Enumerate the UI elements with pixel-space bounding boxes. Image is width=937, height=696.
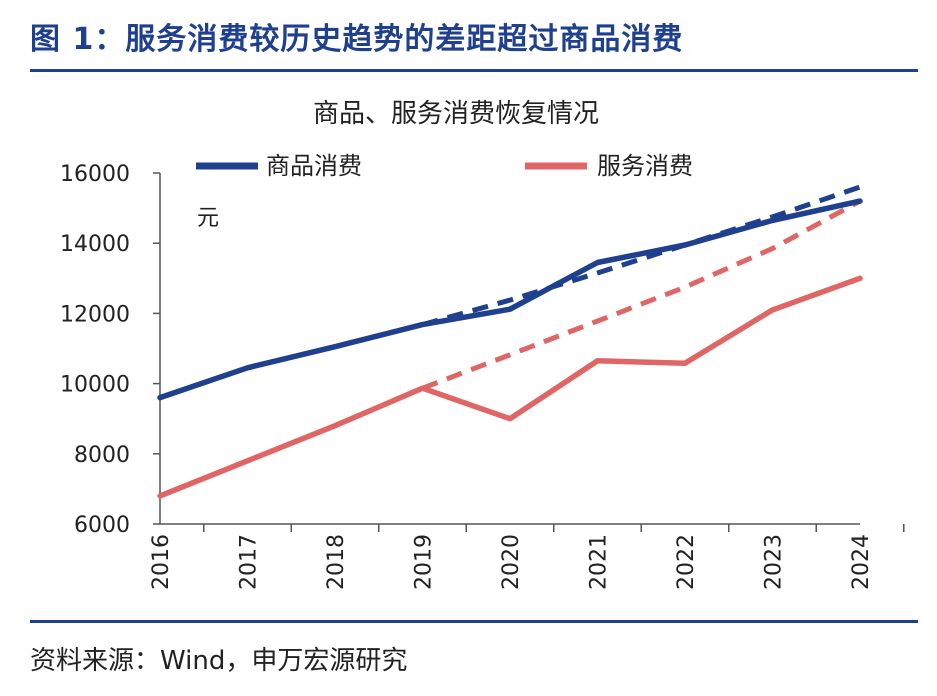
y-tick-label: 14000 (60, 232, 130, 257)
x-tick-label: 2022 (674, 534, 699, 590)
trend-lines (421, 184, 862, 391)
x-tick-label: 2023 (762, 534, 787, 590)
figure-title: 图 1：服务消费较历史趋势的差距超过商品消费 (30, 22, 684, 57)
trend-line-1 (421, 198, 862, 391)
y-tick-label: 10000 (60, 373, 130, 398)
top-rule (30, 69, 918, 72)
y-tick-label: 12000 (60, 302, 130, 327)
x-tick-label: 2017 (237, 534, 262, 590)
x-tick-label: 2018 (324, 534, 349, 590)
unit-label: 元 (197, 206, 219, 231)
x-tick-label: 2016 (149, 534, 174, 590)
legend-label-services: 服务消费 (597, 152, 693, 180)
series-line-0 (157, 198, 863, 401)
legend-label-goods: 商品消费 (266, 152, 362, 180)
y-tick-label: 6000 (74, 513, 130, 538)
bottom-rule (30, 620, 918, 623)
source-note: 资料来源：Wind，申万宏源研究 (30, 646, 408, 676)
y-tick-label: 16000 (60, 162, 130, 187)
y-tick-label: 8000 (74, 443, 130, 468)
x-tick-label: 2020 (499, 534, 524, 590)
chart-title: 商品、服务消费恢复情况 (313, 99, 599, 129)
x-tick-label: 2019 (412, 534, 437, 590)
legend: 商品消费 服务消费 (196, 152, 693, 180)
series-line-1 (157, 275, 863, 499)
x-tick-label: 2021 (587, 534, 612, 590)
x-tick-label: 2024 (849, 534, 874, 590)
series-lines (157, 198, 863, 499)
axes: 6000 8000 10000 12000 14000 16000 2016 2017 2018… (60, 162, 905, 590)
